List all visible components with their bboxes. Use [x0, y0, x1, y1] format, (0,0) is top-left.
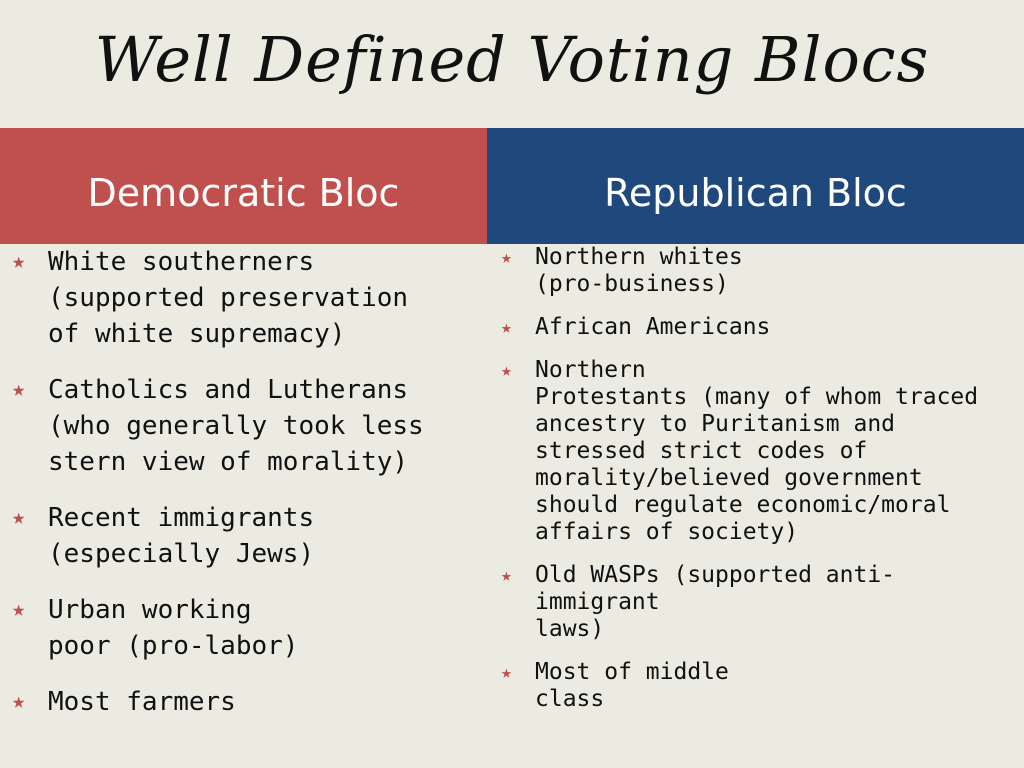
democratic-item-urban-poor: ★ Urban working poor (pro-labor) [0, 592, 468, 664]
republican-item-wasps: ★ Old WASPs (supported anti- immigrant l… [487, 562, 1015, 643]
list-item-text: Catholics and Lutherans (who generally t… [48, 375, 424, 477]
republican-bloc-header: Republican Bloc [487, 128, 1024, 244]
democratic-bloc-list: ★ White southerners (supported preservat… [0, 244, 487, 740]
democratic-item-immigrants: ★ Recent immigrants (especially Jews) [0, 500, 468, 572]
slide-title: Well Defined Voting Blocs [94, 23, 930, 96]
star-icon: ★ [501, 247, 512, 268]
list-item-text: Old WASPs (supported anti- immigrant law… [535, 562, 896, 642]
democratic-item-catholics: ★ Catholics and Lutherans (who generally… [0, 372, 468, 480]
star-icon: ★ [12, 689, 26, 714]
republican-bloc-list: ★ Northern whites (pro-business) ★ Afric… [487, 244, 1024, 729]
star-icon: ★ [12, 505, 26, 530]
list-item-text: Most of middle class [535, 659, 729, 712]
star-icon: ★ [501, 317, 512, 338]
democratic-item-farmers: ★ Most farmers [0, 684, 468, 720]
star-icon: ★ [12, 377, 26, 402]
star-icon: ★ [501, 360, 512, 381]
star-icon: ★ [501, 662, 512, 683]
list-item-text: Urban working poor (pro-labor) [48, 595, 299, 661]
list-item-text: Most farmers [48, 687, 236, 717]
republican-item-northern-whites: ★ Northern whites (pro-business) [487, 244, 1015, 298]
list-item-text: Recent immigrants (especially Jews) [48, 503, 315, 569]
democratic-bloc-header: Democratic Bloc [0, 128, 487, 244]
list-item-text: Northern Protestants (many of whom trace… [535, 357, 979, 545]
list-item-text: White southerners (supported preservatio… [48, 247, 409, 349]
star-icon: ★ [501, 565, 512, 586]
republican-item-african-americans: ★ African Americans [487, 314, 1015, 341]
republican-item-protestants: ★ Northern Protestants (many of whom tra… [487, 357, 1015, 546]
democratic-item-southerners: ★ White southerners (supported preservat… [0, 244, 468, 352]
list-item-text: African Americans [535, 314, 771, 340]
republican-item-middle-class: ★ Most of middle class [487, 659, 1015, 713]
star-icon: ★ [12, 597, 26, 622]
list-item-text: Northern whites (pro-business) [535, 244, 743, 297]
star-icon: ★ [12, 249, 26, 274]
